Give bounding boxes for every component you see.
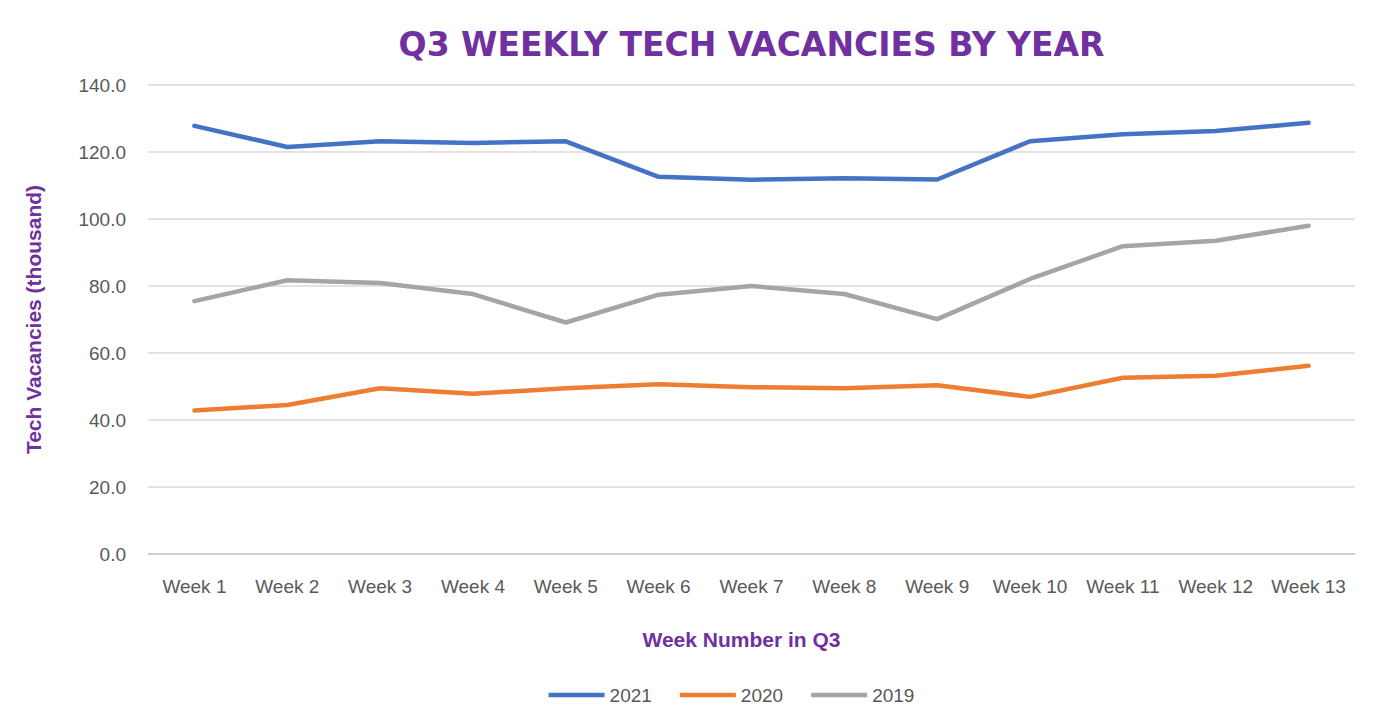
series-line — [194, 226, 1308, 323]
legend-swatch — [680, 693, 736, 698]
x-tick-label: Week 8 — [812, 576, 876, 597]
x-tick-label: Week 7 — [719, 576, 783, 597]
grid — [148, 85, 1355, 554]
legend-swatch — [549, 693, 605, 698]
x-tick-label: Week 12 — [1178, 576, 1253, 597]
legend-label: 2020 — [741, 685, 783, 706]
title: Q3 WEEKLY TECH VACANCIES BY YEAR — [399, 25, 1105, 64]
legend-label: 2021 — [610, 685, 652, 706]
grid-line — [148, 419, 1355, 420]
legend-item: 2021 — [549, 685, 652, 706]
x-tick-label: Week 4 — [441, 576, 506, 597]
series-line — [194, 123, 1308, 180]
x-axis-label: Week Number in Q3 — [642, 628, 840, 651]
y-tick-label: 80.0 — [89, 276, 126, 297]
y-tick-label: 100.0 — [78, 209, 126, 230]
x-tick-label: Week 2 — [255, 576, 319, 597]
y-axis-label: Tech Vacancies (thousand) — [22, 185, 45, 454]
grid-line — [148, 553, 1355, 554]
legend-item: 2019 — [811, 685, 914, 706]
x-tick-label: Week 6 — [627, 576, 691, 597]
page: {"chart_data": { "type": "line", "title"… — [0, 0, 1376, 725]
y-tick-label: 140.0 — [78, 75, 126, 96]
x-tick-label: Week 11 — [1086, 576, 1159, 597]
legend: 2021 2020 2019 — [549, 685, 915, 706]
series-group — [194, 123, 1308, 411]
x-tick-label: Week 5 — [534, 576, 598, 597]
grid-line — [148, 352, 1355, 353]
series-line — [194, 366, 1308, 411]
grid-line — [148, 84, 1355, 85]
chart: Q3 WEEKLY TECH VACANCIES BY YEAR 0.0 20.0 4… — [0, 0, 1376, 725]
legend-label: 2019 — [872, 685, 914, 706]
grid-line — [148, 151, 1355, 152]
y-tick-label: 0.0 — [100, 544, 126, 565]
grid-line — [148, 486, 1355, 487]
y-tick-label: 60.0 — [89, 343, 126, 364]
x-tick-label: Week 1 — [162, 576, 226, 597]
y-tick-label: 20.0 — [89, 477, 126, 498]
legend-swatch — [811, 693, 867, 698]
legend-item: 2020 — [680, 685, 783, 706]
x-tick-label: Week 9 — [905, 576, 969, 597]
grid-line — [148, 218, 1355, 219]
y-tick-label: 40.0 — [89, 410, 126, 431]
x-tick-label: Week 10 — [993, 576, 1068, 597]
x-tick-label: Week 3 — [348, 576, 412, 597]
x-tick-label: Week 13 — [1271, 576, 1346, 597]
y-tick-label: 120.0 — [78, 142, 126, 163]
